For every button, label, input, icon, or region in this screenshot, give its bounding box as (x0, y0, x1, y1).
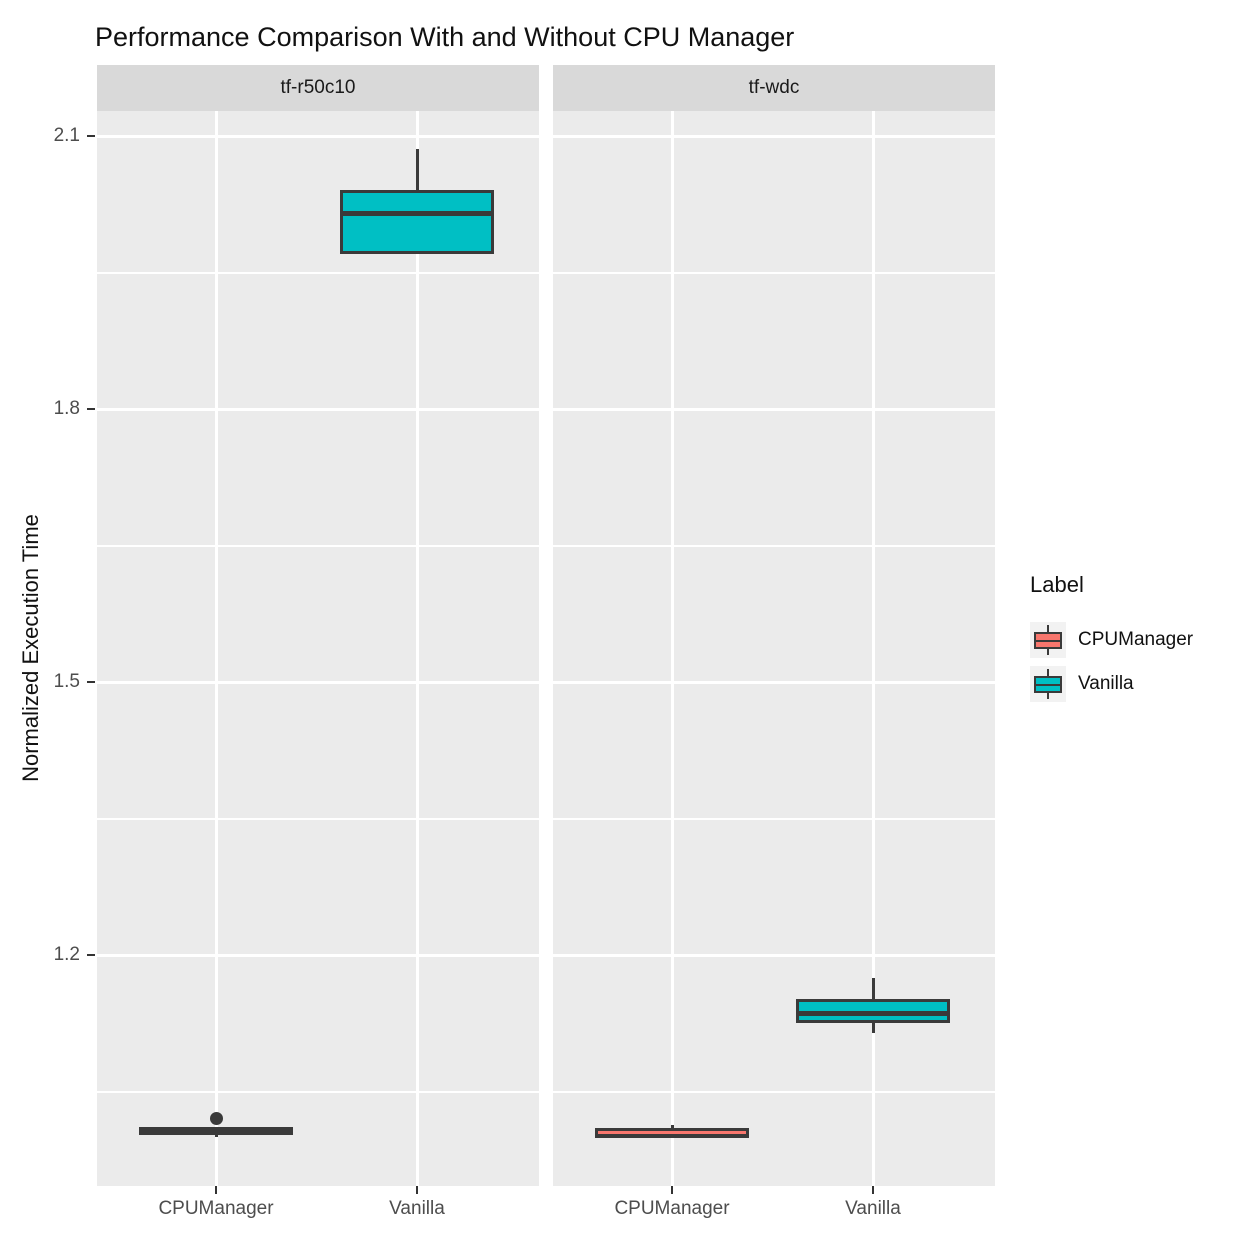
key-median-line (1036, 683, 1060, 686)
gridline-minor (553, 817, 995, 820)
gridline-major (553, 407, 995, 411)
gridline-minor (97, 271, 539, 274)
y-tick-label-1.2: 1.2 (53, 944, 80, 965)
y-tick-mark (87, 954, 95, 956)
facet-strip-tf-r50c10: tf-r50c10 (97, 65, 539, 111)
gridline-minor (553, 1090, 995, 1093)
legend-entry-label: CPUManager (1078, 629, 1194, 650)
y-tick-label-1.5: 1.5 (53, 671, 80, 692)
gridline-major (97, 953, 539, 957)
gridline-major (97, 407, 539, 411)
x-tick-label-Vanilla: Vanilla (845, 1198, 901, 1219)
outlier-tf-r50c10-CPUManager (209, 1112, 223, 1126)
median-tf-r50c10-CPUManager (142, 1130, 290, 1133)
y-tick-label-1.8: 1.8 (53, 398, 80, 419)
gridline-minor (97, 544, 539, 547)
boxplot-tf-r50c10-Vanilla (340, 189, 494, 255)
key-box-swatch (1034, 632, 1062, 649)
x-tick-label-Vanilla: Vanilla (389, 1198, 445, 1219)
key-median-line (1036, 639, 1060, 642)
boxplot-key-icon (1030, 666, 1066, 702)
gridline-major-vertical (415, 111, 419, 1186)
facet-strip-tf-wdc: tf-wdc (553, 65, 995, 111)
key-box-swatch (1034, 676, 1062, 693)
gridline-major (553, 134, 995, 138)
gridline-major-vertical (670, 111, 674, 1186)
y-tick-mark (87, 135, 95, 137)
facet-strip-label: tf-r50c10 (280, 77, 356, 98)
gridline-major-vertical (214, 111, 218, 1186)
median-tf-wdc-CPUManager (598, 1133, 746, 1135)
gridline-major (553, 680, 995, 684)
legend-entry-vanilla: Vanilla (1030, 666, 1238, 702)
gridline-major-vertical (871, 111, 875, 1186)
boxplot-key-icon (1030, 622, 1066, 658)
y-tick-mark (87, 681, 95, 683)
x-tick-label-CPUManager: CPUManager (614, 1198, 730, 1219)
median-tf-wdc-Vanilla (799, 1010, 947, 1016)
legend-entry-cpumanager: CPUManager (1030, 622, 1238, 658)
median-tf-r50c10-Vanilla (343, 210, 491, 216)
y-tick-mark (87, 408, 95, 410)
facet-strip-label: tf-wdc (748, 77, 800, 98)
chart-title: Performance Comparison With and Without … (95, 22, 795, 52)
x-tick-label-CPUManager: CPUManager (158, 1198, 274, 1219)
x-tick-mark (215, 1186, 217, 1194)
boxplot-tf-r50c10-CPUManager (139, 1126, 293, 1136)
x-tick-mark (872, 1186, 874, 1194)
boxplot-tf-wdc-Vanilla (796, 998, 950, 1024)
gridline-major (97, 134, 539, 138)
y-tick-label-2.1: 2.1 (53, 125, 80, 146)
gridline-minor (553, 271, 995, 274)
legend: Label CPUManager Vanilla (1030, 572, 1238, 710)
gridline-minor (553, 544, 995, 547)
gridline-major (553, 953, 995, 957)
legend-entry-label: Vanilla (1078, 673, 1134, 694)
gridline-minor (97, 1090, 539, 1093)
x-tick-mark (671, 1186, 673, 1194)
panel-tf-wdc (553, 111, 995, 1186)
x-tick-mark (416, 1186, 418, 1194)
legend-title: Label (1030, 572, 1084, 597)
boxplot-tf-wdc-CPUManager (595, 1127, 749, 1138)
gridline-minor (97, 817, 539, 820)
panel-tf-r50c10 (97, 111, 539, 1186)
gridline-major (97, 680, 539, 684)
